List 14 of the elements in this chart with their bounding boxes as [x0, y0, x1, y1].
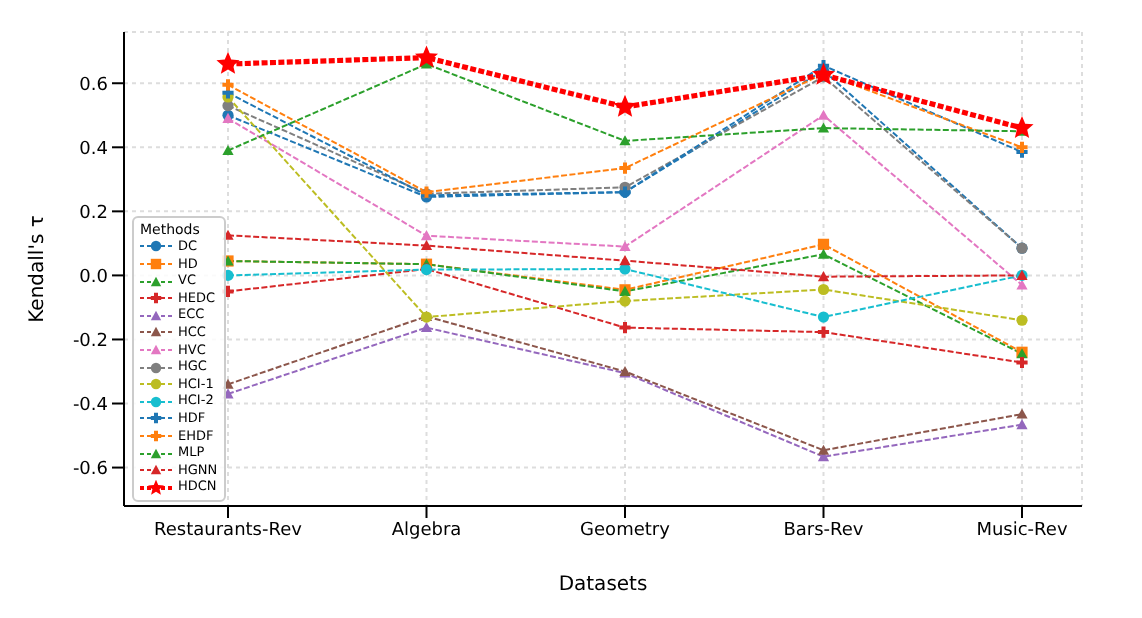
y-tick-label: 0.2 [79, 203, 108, 224]
y-tick-label: -0.2 [72, 331, 108, 352]
x-tick-label: Geometry [580, 520, 672, 541]
y-tick-label: 0.0 [79, 267, 109, 288]
x-tick-label: Algebra [391, 520, 462, 541]
y-axis-title: Kendall's τ [27, 215, 50, 323]
y-tick-label: -0.6 [72, 459, 109, 480]
y-tick-label: 0.4 [79, 139, 109, 160]
x-axis-title: Datasets [558, 574, 648, 596]
y-tick-label: -0.4 [72, 395, 109, 416]
y-tick-label: 0.6 [79, 75, 109, 96]
x-tick-label: Music-Rev [976, 520, 1069, 541]
x-tick-label: Bars-Rev [783, 520, 865, 541]
x-tick-label: Restaurants-Rev [154, 520, 304, 541]
